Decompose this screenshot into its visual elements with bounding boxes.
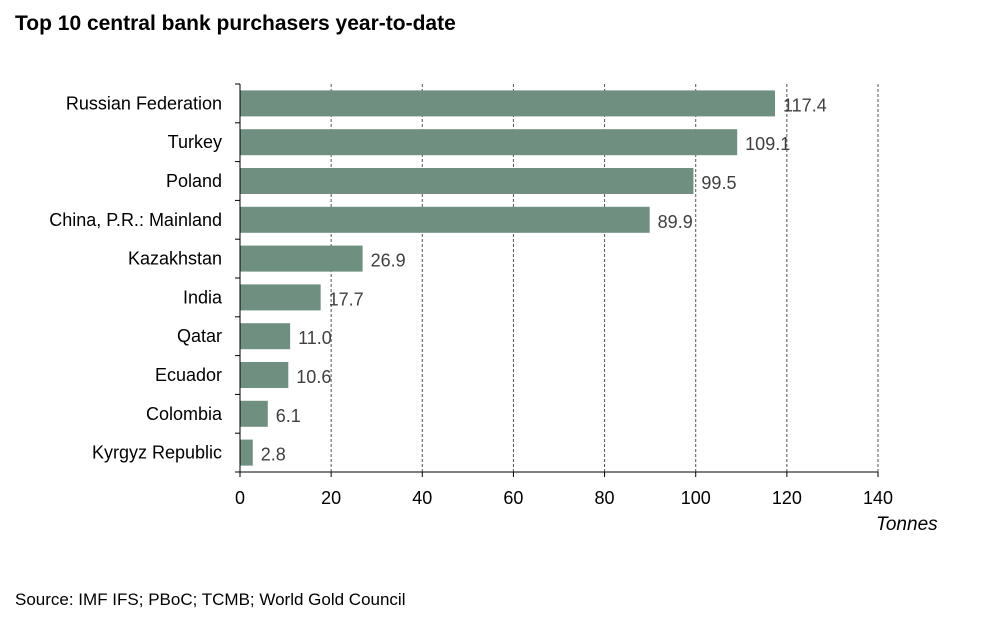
bar-1: [240, 129, 738, 156]
category-label-1: Turkey: [168, 132, 222, 152]
category-label-5: India: [183, 287, 223, 307]
category-label-4: Kazakhstan: [128, 249, 222, 269]
x-tick-label-60: 60: [503, 488, 523, 508]
category-label-3: China, P.R.: Mainland: [49, 210, 222, 230]
category-label-9: Kyrgyz Republic: [92, 443, 222, 463]
category-label-0: Russian Federation: [66, 93, 222, 113]
value-label-1: 109.1: [745, 134, 790, 154]
x-tick-label-140: 140: [863, 488, 893, 508]
chart-title: Top 10 central bank purchasers year-to-d…: [15, 12, 456, 35]
bar-3: [240, 206, 650, 233]
bar-0: [240, 90, 776, 117]
value-label-5: 17.7: [329, 289, 364, 309]
x-tick-label-120: 120: [772, 488, 802, 508]
value-label-8: 6.1: [276, 406, 301, 426]
x-axis-label: Tonnes: [876, 514, 938, 535]
bar-7: [240, 362, 289, 388]
bar-9: [240, 439, 253, 466]
value-label-2: 99.5: [701, 173, 736, 193]
bar-8: [240, 400, 268, 427]
bar-6: [240, 323, 291, 350]
category-label-6: Qatar: [177, 326, 222, 346]
bar-4: [240, 245, 363, 272]
category-label-7: Ecuador: [155, 365, 222, 385]
x-tick-label-0: 0: [235, 488, 245, 508]
x-tick-label-20: 20: [321, 488, 341, 508]
value-label-0: 117.4: [783, 95, 827, 115]
value-label-3: 89.9: [658, 212, 693, 232]
value-label-7: 10.6: [296, 367, 331, 387]
source-note: Source: IMF IFS; PBoC; TCMB; World Gold …: [15, 590, 406, 609]
value-label-6: 11.0: [298, 328, 332, 348]
bar-2: [240, 168, 694, 194]
category-label-2: Poland: [166, 171, 222, 191]
x-tick-label-100: 100: [681, 488, 711, 508]
x-tick-label-80: 80: [595, 488, 615, 508]
value-label-9: 2.8: [261, 445, 286, 465]
x-tick-label-40: 40: [412, 488, 432, 508]
value-label-4: 26.9: [371, 251, 406, 271]
category-label-8: Colombia: [146, 404, 223, 424]
bar-5: [240, 284, 321, 311]
